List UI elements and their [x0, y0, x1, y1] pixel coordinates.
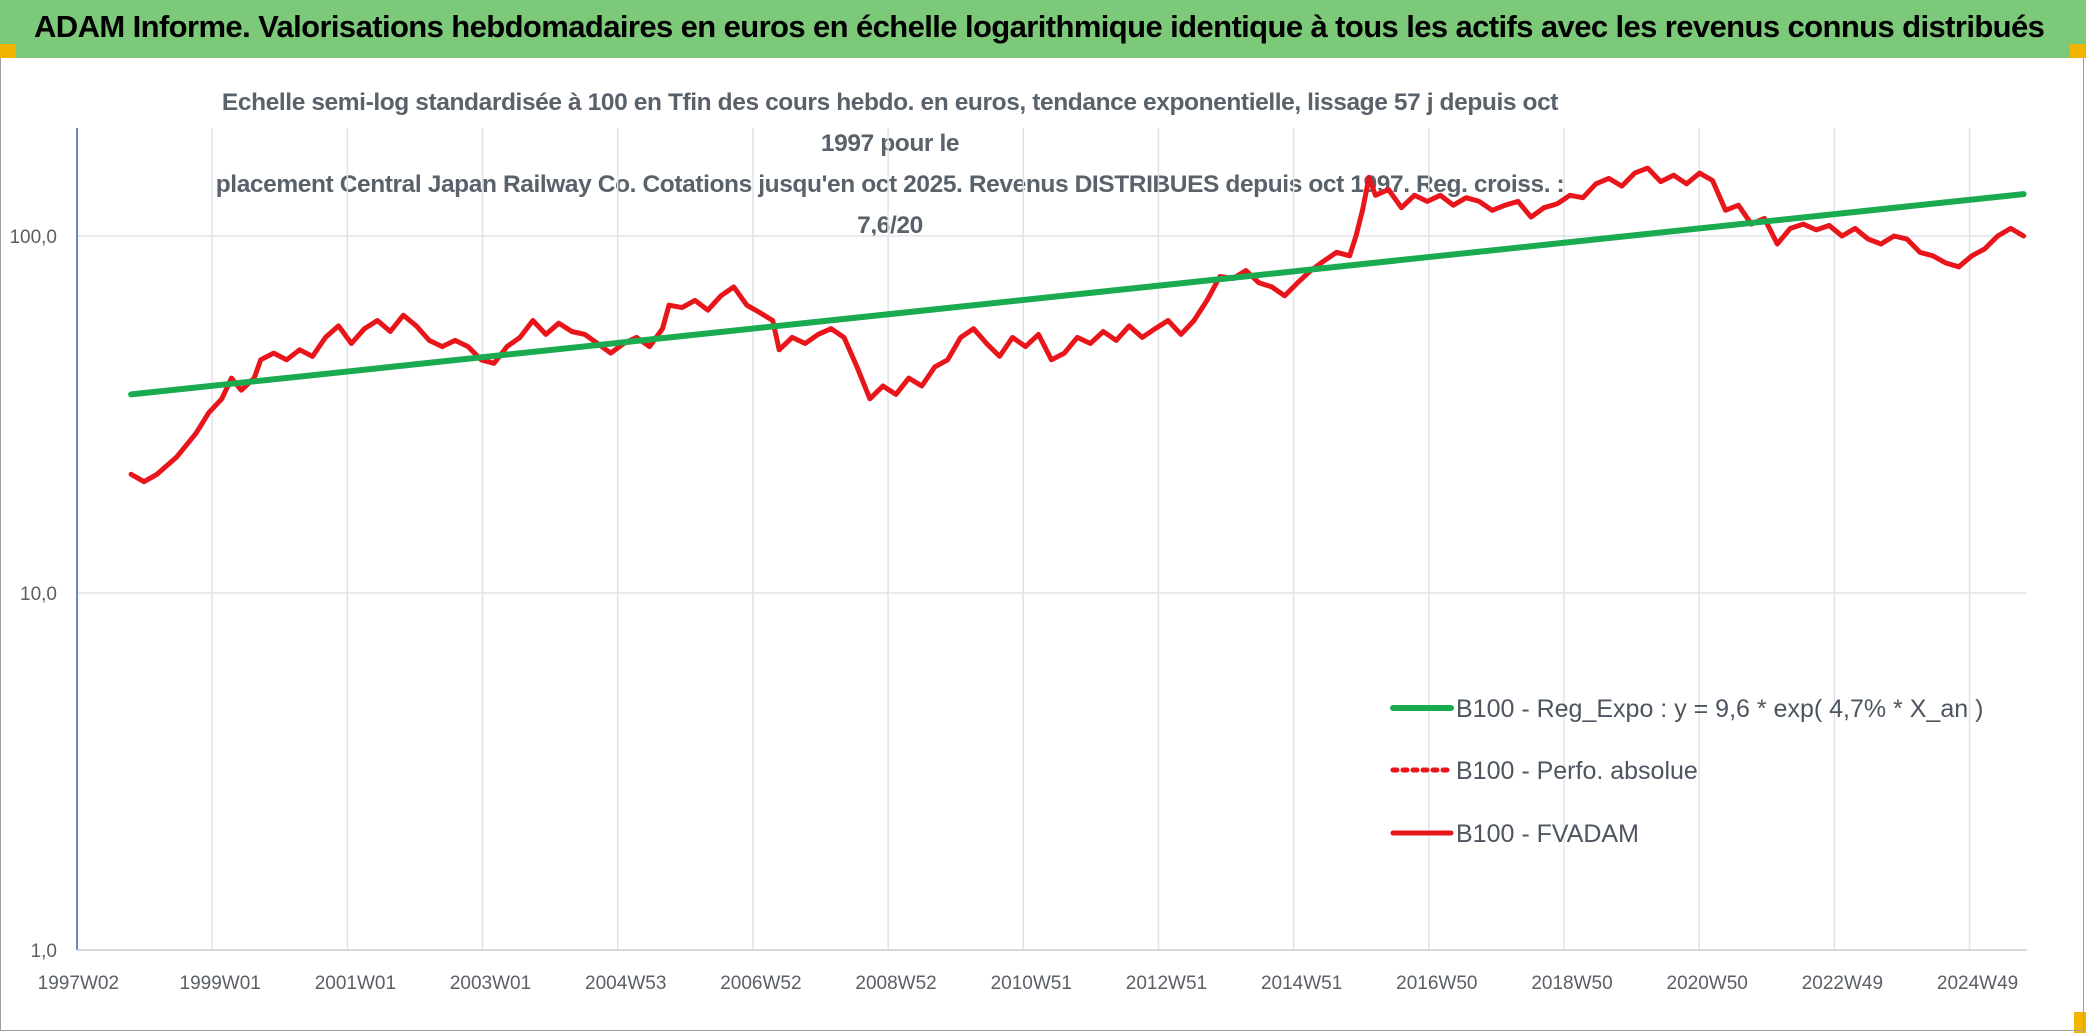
- corner-marker-right: [2070, 44, 2086, 58]
- grid: [77, 128, 2027, 950]
- x-tick-label: 2006W52: [720, 973, 801, 994]
- x-tick-label: 2010W51: [991, 973, 1072, 994]
- series-line-reg-expo: [128, 191, 2027, 398]
- tick-labels: 1,0 10,0 100,0 1997W02 1999W01 2001W01 2003W01…: [9, 227, 2018, 994]
- y-tick-label: 10,0: [20, 584, 57, 605]
- corner-marker-left: [0, 44, 16, 58]
- x-tick-label: 2004W53: [585, 973, 666, 994]
- y-tick-label: 1,0: [31, 941, 57, 962]
- legend-label: B100 - FVADAM: [1456, 820, 1639, 848]
- x-tick-label: 2018W50: [1531, 973, 1612, 994]
- series-group: [128, 165, 2027, 485]
- y-tick-label: 100,0: [9, 227, 57, 248]
- chart-title-line-1: Echelle semi-log standardisée à 100 en T…: [221, 89, 1559, 157]
- legend-label: B100 - Perfo. absolue: [1456, 757, 1698, 785]
- x-tick-label: 2024W49: [1937, 973, 2018, 994]
- series-line-fvadam: [128, 165, 2027, 485]
- legend-label: B100 - Reg_Expo : y = 9,6 * exp( 4,7% * …: [1456, 695, 1983, 723]
- chart-frame: [0, 58, 2084, 1031]
- legend-item-fvadam: B100 - FVADAM: [1390, 820, 1639, 848]
- x-tick-label: 2001W01: [315, 973, 396, 994]
- x-tick-label: 2014W51: [1261, 973, 1342, 994]
- x-tick-label: 1999W01: [180, 973, 261, 994]
- x-tick-label: 2022W49: [1802, 973, 1883, 994]
- legend-item-perfo-absolue: B100 - Perfo. absolue: [1390, 757, 1698, 785]
- x-tick-label: 2012W51: [1126, 973, 1207, 994]
- report-banner: ADAM Informe. Valorisations hebdomadaire…: [0, 0, 2086, 58]
- chart-title: Echelle semi-log standardisée à 100 en T…: [200, 82, 1580, 246]
- axes: [76, 128, 2027, 951]
- x-tick-label: 2003W01: [450, 973, 531, 994]
- legend-item-reg-expo: B100 - Reg_Expo : y = 9,6 * exp( 4,7% * …: [1390, 695, 1983, 723]
- legend: B100 - Reg_Expo : y = 9,6 * exp( 4,7% * …: [1390, 695, 1983, 848]
- x-tick-label: 2020W50: [1667, 973, 1748, 994]
- chart-title-line-2: placement Central Japan Railway Co. Cota…: [215, 171, 1565, 239]
- report-title: ADAM Informe. Valorisations hebdomadaire…: [34, 9, 2045, 44]
- x-tick-label: 2008W52: [855, 973, 936, 994]
- x-tick-label: 2016W50: [1396, 973, 1477, 994]
- x-tick-label: 1997W02: [38, 973, 119, 994]
